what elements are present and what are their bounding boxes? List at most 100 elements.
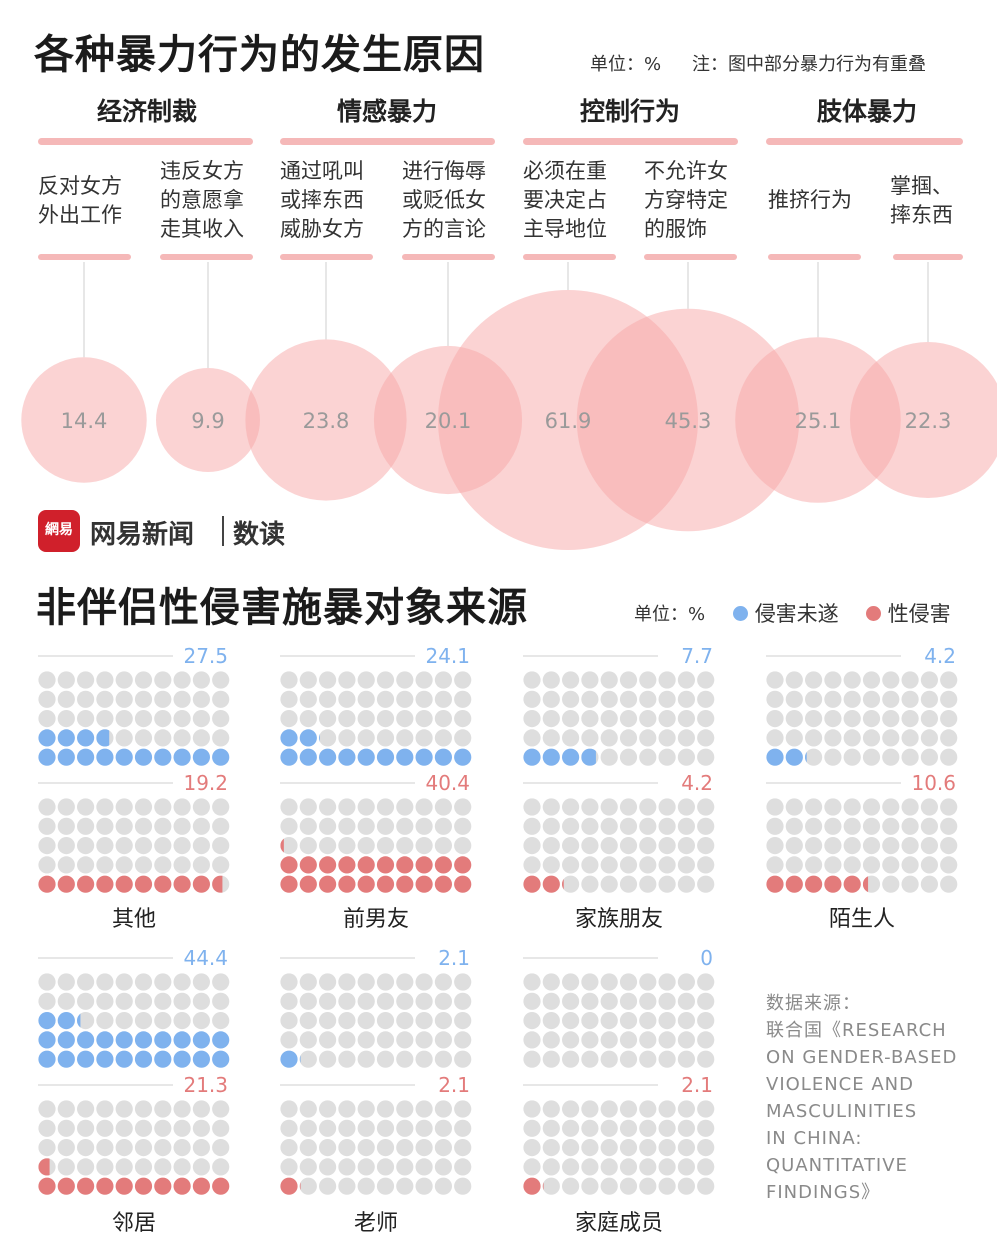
waffle-dot [396,1031,414,1049]
waffle-dot [600,992,618,1010]
bubble-value-label: 20.1 [425,409,472,433]
waffle-dot [415,798,433,816]
waffle-dot [415,748,433,766]
waffle-dot [77,1139,95,1157]
waffle-dot [658,1012,676,1030]
waffle-dot [415,1031,433,1049]
waffle-dot [396,837,414,855]
waffle-category-label: 家族朋友 [575,907,663,932]
waffle-dot [581,671,599,689]
waffle-dot [299,973,317,991]
waffle-dot [96,1100,114,1118]
waffle-dot [639,875,657,893]
waffle-value-label: 0 [700,946,713,970]
waffle-dot-partial [319,734,320,742]
waffle-dot [785,748,803,766]
waffle-dot [434,671,452,689]
waffle-dot [581,875,599,893]
waffle-dot [677,1050,696,1068]
waffle-dot [134,992,153,1010]
waffle-dot [154,837,172,855]
waffle-dot [542,1158,560,1176]
waffle-dot [697,1177,715,1195]
waffle-dot [57,690,75,708]
waffle-dot [581,1139,599,1157]
waffle-dot [319,1177,337,1195]
waffle-dot [338,1139,356,1157]
waffle-dot [600,748,618,766]
waffle-dot [77,1050,95,1068]
waffle-dot [299,690,317,708]
waffle-dot [824,671,842,689]
waffle-dot [376,1031,395,1049]
waffle-dot [940,690,958,708]
bubble-value-label: 45.3 [665,409,712,433]
waffle-dot [376,856,395,874]
waffle-dot [677,1139,696,1157]
waffle-dot [280,729,298,747]
waffle-dot [901,729,919,747]
waffle-dot [562,973,580,991]
waffle-dot [173,798,191,816]
waffle-dot [920,856,939,874]
waffle-dot [357,798,375,816]
waffle-dot [319,690,337,708]
waffle-dot [658,729,676,747]
waffle-dot [697,798,715,816]
bubble-chart: 14.4 9.9 23.8 20.1 61.9 45.3 25.1 22.3 [21,262,997,550]
waffle-dot [192,690,210,708]
waffle-dot [697,1158,715,1176]
waffle-dot [77,973,95,991]
waffle-dot [940,837,958,855]
waffle-dot [658,1177,676,1195]
waffle-dot [600,1139,618,1157]
waffle-value-label: 2.1 [438,1073,470,1097]
waffle-dot [523,1139,541,1157]
waffle-dot [562,1012,580,1030]
waffle-dot [77,710,95,728]
waffle-dot [901,748,919,766]
waffle-dot [38,817,56,835]
waffle-dot [862,671,881,689]
waffle-dot [658,875,676,893]
waffle-dot [824,837,842,855]
bubble-value-label: 9.9 [191,409,224,433]
waffle-dot [77,875,95,893]
waffle-dot [57,748,75,766]
waffle-dot [96,1031,114,1049]
waffle-dot [697,875,715,893]
waffle-dot [115,1139,133,1157]
waffle-dot [766,875,784,893]
waffle-dot [805,837,823,855]
waffle-dot [299,1050,317,1068]
waffle-dot [415,973,433,991]
waffle-dot [357,837,375,855]
waffle-dot [639,856,657,874]
waffle-dot [115,837,133,855]
waffle-dot [843,748,861,766]
waffle-dot [619,817,638,835]
waffle-dot [134,817,153,835]
waffle-dot [600,817,618,835]
waffle-dot [338,875,356,893]
waffle-dot [38,1050,56,1068]
waffle-category-label: 其他 [112,907,156,932]
waffle-dot [154,1100,172,1118]
waffle-dot [766,729,784,747]
waffle-dot [280,1100,298,1118]
waffle-dot [677,875,696,893]
waffle-dot [677,1177,696,1195]
waffle-dot [581,1119,599,1137]
bubble-value-label: 22.3 [905,409,952,433]
waffle-dot [454,837,472,855]
waffle-dot [77,729,95,747]
waffle-dot [658,1050,676,1068]
waffle-dot [619,875,638,893]
waffle-dot [96,710,114,728]
waffle-dot [639,837,657,855]
waffle-dot [173,1031,191,1049]
waffle-dot [192,729,210,747]
waffle-dot [154,1119,172,1137]
waffle-dot [785,671,803,689]
bubble [849,341,997,499]
